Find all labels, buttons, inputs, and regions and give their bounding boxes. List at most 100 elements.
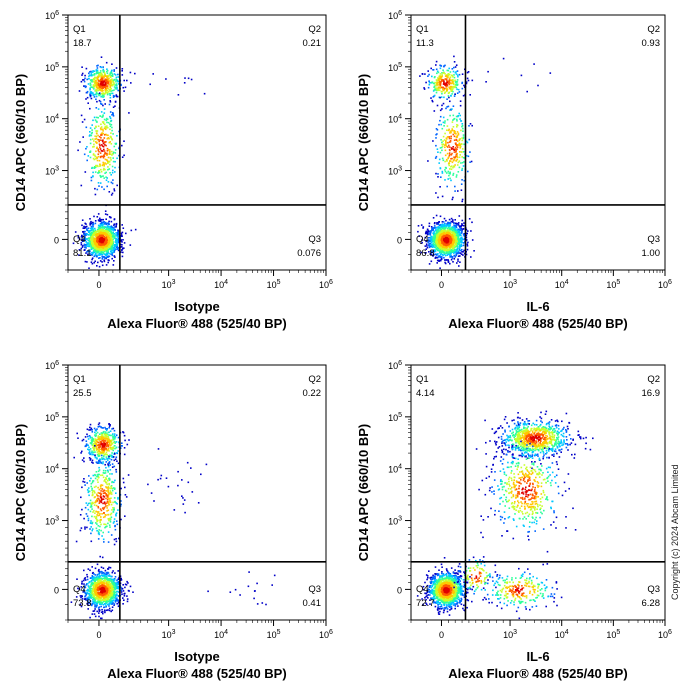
- event-point: [88, 520, 90, 522]
- event-point: [101, 219, 103, 221]
- event-point: [98, 153, 100, 155]
- event-point: [503, 58, 505, 60]
- event-point: [99, 92, 101, 94]
- event-point: [430, 234, 432, 236]
- event-point: [90, 448, 92, 450]
- event-point: [452, 162, 454, 164]
- event-point: [470, 230, 472, 232]
- event-point: [114, 525, 116, 527]
- event-point: [108, 541, 110, 543]
- event-point: [467, 245, 469, 247]
- event-point: [111, 459, 113, 461]
- event-point: [114, 453, 116, 455]
- event-point: [95, 486, 97, 488]
- event-point: [440, 152, 442, 154]
- event-point: [117, 524, 119, 526]
- x-tick-exponent: 3: [513, 279, 517, 286]
- event-point: [99, 521, 101, 523]
- event-point: [87, 429, 89, 431]
- event-point: [438, 222, 440, 224]
- event-point: [104, 112, 106, 114]
- x-tick-label: 106: [658, 279, 672, 290]
- event-point: [466, 233, 468, 235]
- event-point: [112, 172, 114, 174]
- event-point: [94, 117, 96, 119]
- event-point: [107, 150, 109, 152]
- event-point: [111, 473, 113, 475]
- event-point: [445, 155, 447, 157]
- event-point: [461, 126, 463, 128]
- event-point: [457, 76, 459, 78]
- event-point: [106, 456, 108, 458]
- event-point: [100, 115, 102, 117]
- event-point: [85, 148, 87, 150]
- event-point: [447, 142, 449, 144]
- event-point: [438, 249, 440, 251]
- event-point: [111, 124, 113, 126]
- event-point: [456, 176, 458, 178]
- event-point: [98, 538, 100, 540]
- event-point: [102, 130, 104, 132]
- event-point: [469, 151, 471, 153]
- event-point: [461, 137, 463, 139]
- event-point: [102, 488, 104, 490]
- event-point: [100, 530, 102, 532]
- event-point: [116, 185, 118, 187]
- quadrant-name-q3: Q3: [308, 234, 321, 245]
- event-point: [437, 173, 439, 175]
- event-point: [426, 245, 428, 247]
- event-point: [135, 229, 137, 231]
- event-point: [109, 153, 111, 155]
- event-point: [459, 74, 461, 76]
- event-point: [116, 158, 118, 160]
- event-point: [430, 68, 432, 70]
- event-point: [125, 87, 127, 89]
- event-point: [437, 197, 439, 199]
- event-point: [82, 245, 84, 247]
- event-point: [86, 434, 88, 436]
- event-point: [90, 522, 92, 524]
- event-point: [467, 242, 469, 244]
- event-point: [459, 167, 461, 169]
- event-point: [113, 456, 115, 458]
- event-point: [445, 91, 447, 93]
- event-point: [98, 525, 100, 527]
- event-point: [460, 120, 462, 122]
- event-point: [428, 80, 430, 82]
- event-point: [111, 130, 113, 132]
- event-point: [458, 162, 460, 164]
- event-point: [101, 455, 103, 457]
- event-point: [89, 453, 91, 455]
- event-point: [115, 240, 117, 242]
- event-point: [97, 262, 99, 264]
- event-point: [431, 76, 433, 78]
- event-point: [88, 487, 90, 489]
- event-point: [469, 94, 471, 96]
- event-point: [467, 249, 469, 251]
- event-point: [455, 155, 457, 157]
- event-point: [100, 486, 102, 488]
- event-point: [459, 249, 461, 251]
- event-point: [101, 56, 103, 58]
- event-point: [445, 255, 447, 257]
- event-point: [86, 79, 88, 81]
- event-point: [99, 160, 101, 162]
- event-point: [453, 126, 455, 128]
- event-point: [109, 526, 111, 528]
- event-point: [98, 170, 100, 172]
- event-point: [124, 440, 126, 442]
- event-point: [452, 219, 454, 221]
- event-point: [454, 136, 456, 138]
- x-tick-exponent: 4: [224, 279, 228, 286]
- event-point: [453, 255, 455, 257]
- event-point: [124, 447, 126, 449]
- event-point: [87, 504, 89, 506]
- event-point: [443, 136, 445, 138]
- event-point: [91, 72, 93, 74]
- event-point: [90, 82, 92, 84]
- event-point: [451, 130, 453, 132]
- event-point: [457, 81, 459, 83]
- event-point: [102, 491, 104, 493]
